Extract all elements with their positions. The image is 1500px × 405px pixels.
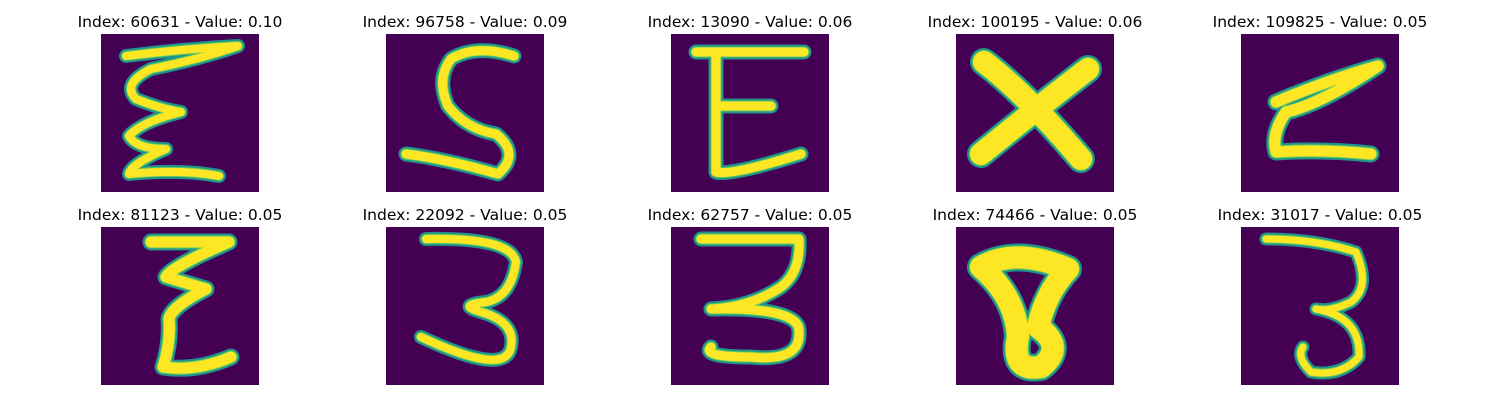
tile-title: Index: 81123 - Value: 0.05 xyxy=(77,206,283,224)
glyph-drawing xyxy=(101,34,259,192)
image-tile: Index: 74466 - Value: 0.05 xyxy=(885,206,1185,405)
image-tile: Index: 13090 - Value: 0.06 xyxy=(600,13,900,212)
glyph-drawing xyxy=(386,227,544,385)
image-background xyxy=(1241,34,1399,192)
glyph-drawing xyxy=(956,34,1114,192)
tile-title: Index: 100195 - Value: 0.06 xyxy=(927,13,1143,31)
tile-title: Index: 31017 - Value: 0.05 xyxy=(1217,206,1423,224)
image-tile: Index: 109825 - Value: 0.05 xyxy=(1170,13,1470,212)
image-tile: Index: 60631 - Value: 0.10 xyxy=(30,13,330,212)
glyph-drawing xyxy=(956,227,1114,385)
digit-image xyxy=(671,34,829,192)
glyph-drawing xyxy=(101,227,259,385)
glyph-stroke xyxy=(970,51,1099,170)
glyph-stroke xyxy=(696,234,804,363)
digit-image xyxy=(956,227,1114,385)
tile-title: Index: 109825 - Value: 0.05 xyxy=(1212,13,1428,31)
image-tile: Index: 62757 - Value: 0.05 xyxy=(600,206,900,405)
image-tile: Index: 96758 - Value: 0.09 xyxy=(315,13,615,212)
glyph-stroke xyxy=(401,46,519,179)
digit-image xyxy=(1241,227,1399,385)
digit-image xyxy=(1241,34,1399,192)
image-tile: Index: 31017 - Value: 0.05 xyxy=(1170,206,1470,405)
glyph-stroke xyxy=(1262,235,1366,377)
tile-title: Index: 96758 - Value: 0.09 xyxy=(362,13,568,31)
glyph-stroke xyxy=(970,246,1079,379)
digit-image xyxy=(956,34,1114,192)
image-tile: Index: 22092 - Value: 0.05 xyxy=(315,206,615,405)
tile-title: Index: 62757 - Value: 0.05 xyxy=(647,206,853,224)
tile-title: Index: 74466 - Value: 0.05 xyxy=(932,206,1138,224)
image-tile: Index: 100195 - Value: 0.06 xyxy=(885,13,1185,212)
glyph-drawing xyxy=(1241,34,1399,192)
image-tile: Index: 81123 - Value: 0.05 xyxy=(30,206,330,405)
glyph-stroke xyxy=(417,234,520,364)
glyph-stroke xyxy=(1269,60,1384,160)
digit-image xyxy=(386,34,544,192)
glyph-stroke xyxy=(145,236,237,374)
digit-image xyxy=(386,227,544,385)
digit-image xyxy=(101,34,259,192)
glyph-drawing xyxy=(1241,227,1399,385)
glyph-stroke xyxy=(122,42,242,180)
tile-title: Index: 22092 - Value: 0.05 xyxy=(362,206,568,224)
glyph-drawing xyxy=(671,227,829,385)
glyph-stroke xyxy=(691,47,809,178)
glyph-drawing xyxy=(671,34,829,192)
tile-title: Index: 60631 - Value: 0.10 xyxy=(77,13,283,31)
tile-title: Index: 13090 - Value: 0.06 xyxy=(647,13,853,31)
digit-image xyxy=(101,227,259,385)
digit-image xyxy=(671,227,829,385)
glyph-drawing xyxy=(386,34,544,192)
